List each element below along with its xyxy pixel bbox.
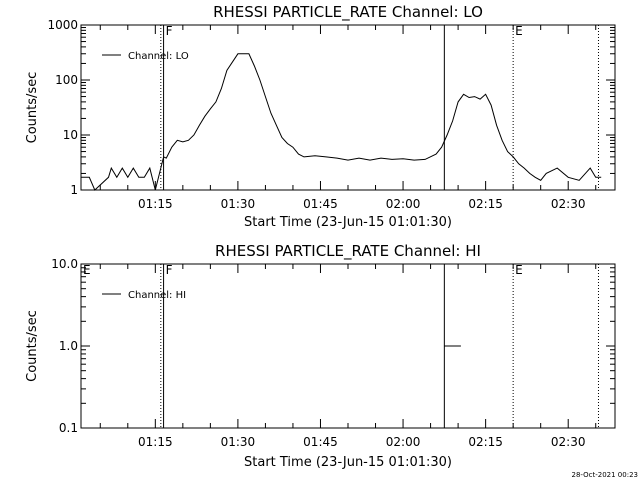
timestamp: 28-Oct-2021 00:23 [572,471,638,479]
x-tick-label: 02:00 [386,435,421,449]
marker-label: F [166,24,173,38]
x-tick-label: 02:15 [468,435,503,449]
hi-channel-panel: RHESSI PARTICLE_RATE Channel: HI 0.1 1.0 10… [25,242,616,470]
x-tick-label: 02:30 [551,435,586,449]
x-tick-label: 02:15 [468,197,503,211]
marker-label: E [83,263,91,277]
x-tick-label: 01:15 [138,435,173,449]
x-tick-label: 02:00 [386,197,421,211]
y-tick-label: 10.0 [51,257,78,271]
x-tick-label: 01:15 [138,197,173,211]
y-tick-label: 10 [63,128,78,142]
x-axis-label: Start Time (23-Jun-15 01:01:30) [244,215,452,230]
y-tick-label: 0.1 [59,421,78,435]
x-axis-label: Start Time (23-Jun-15 01:01:30) [244,455,452,470]
y-axis-label: Counts/sec [25,310,40,382]
y-tick-label: 1000 [47,18,78,32]
chart-title: RHESSI PARTICLE_RATE Channel: LO [213,3,483,22]
x-tick-label: 01:30 [221,197,256,211]
x-tick-label: 02:30 [551,197,586,211]
x-tick-label: 01:45 [303,435,338,449]
marker-label: E [515,263,523,277]
series-line [81,53,602,191]
y-tick-label: 100 [55,73,78,87]
y-tick-label: 1.0 [59,339,78,353]
y-tick-label: 1 [70,183,78,197]
legend-label: Channel: LO [128,51,189,62]
chart-title: RHESSI PARTICLE_RATE Channel: HI [215,242,481,261]
x-tick-label: 01:30 [221,435,256,449]
marker-label: F [166,263,173,277]
legend-label: Channel: HI [128,290,186,301]
x-tick-label: 01:45 [303,197,338,211]
lo-channel-panel: RHESSI PARTICLE_RATE Channel: LO 1 10 100 10… [25,3,616,230]
marker-label: E [515,24,523,38]
y-axis-label: Counts/sec [25,72,40,144]
